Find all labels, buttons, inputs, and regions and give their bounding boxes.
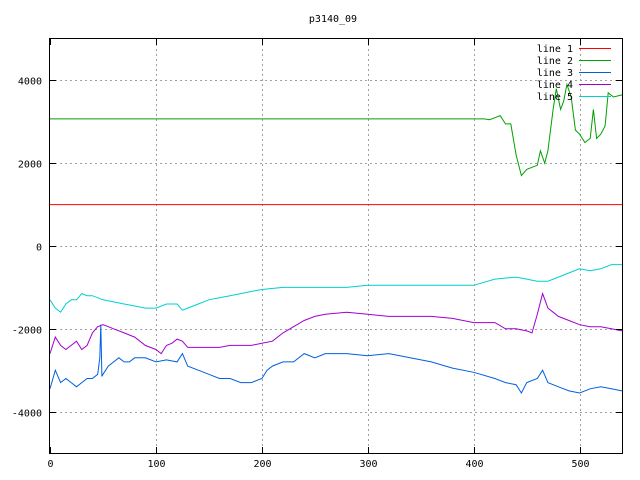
- legend-label-5: line 5: [537, 92, 573, 103]
- y-tick-label: 4000: [18, 77, 42, 88]
- x-tick-label: 100: [147, 459, 165, 470]
- plot-frame: [49, 38, 623, 454]
- x-tick-label: 200: [253, 459, 271, 470]
- legend-label-3: line 3: [537, 68, 573, 79]
- plot-series: [49, 82, 623, 395]
- y-tick-label: -2000: [12, 326, 42, 337]
- series-line-5: [49, 264, 622, 313]
- x-tick-label: 300: [359, 459, 377, 470]
- y-tick-label: -4000: [12, 409, 42, 420]
- chart-title: p3140_09: [309, 14, 357, 25]
- legend-label-4: line 4: [537, 80, 573, 91]
- y-tick-label: 0: [36, 243, 42, 254]
- grid: [50, 39, 622, 453]
- series-line-2: [50, 82, 623, 177]
- x-tick-label: 500: [571, 459, 589, 470]
- y-tick-label: 2000: [18, 160, 42, 171]
- legend-label-1: line 1: [537, 44, 573, 55]
- series-line-4: [49, 291, 623, 355]
- series-line-3: [49, 324, 623, 395]
- legend-label-2: line 2: [537, 56, 573, 67]
- axes: 0 100 200 300 400 500 -4000 -2000 0 2000 4000: [12, 39, 622, 470]
- x-tick-label: 0: [47, 459, 53, 470]
- x-tick-label: 400: [465, 459, 483, 470]
